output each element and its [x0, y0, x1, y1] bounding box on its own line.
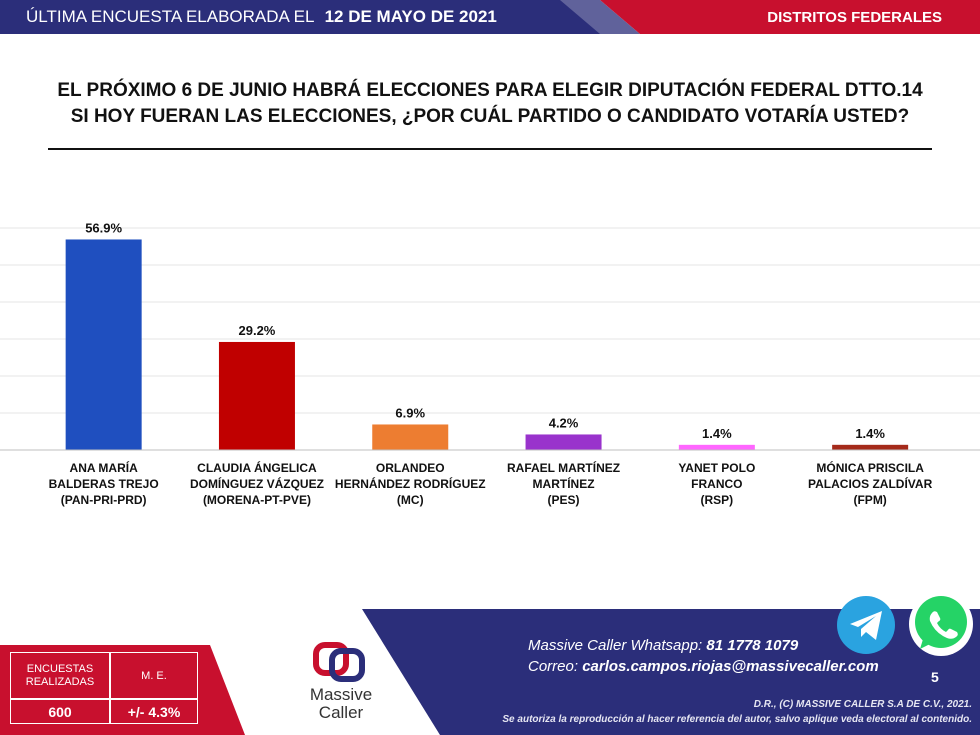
footer-background [0, 609, 980, 735]
logo-mark-icon [313, 642, 365, 682]
category-label-1-line-1: ANA MARÍA [70, 460, 139, 475]
category-label-5-line-3: (RSP) [701, 493, 734, 507]
category-label-3-line-1: ORLANDEO [376, 461, 445, 475]
header-bar: ÚLTIMA ENCUESTA ELABORADA EL 12 DE MAYO … [0, 0, 980, 34]
header-background [0, 0, 980, 34]
category-label-5-line-1: YANET POLO [678, 461, 755, 475]
survey-prefix: ÚLTIMA ENCUESTA ELABORADA EL [26, 7, 314, 26]
category-label-2-line-1: CLAUDIA ÁNGELICA [197, 460, 317, 475]
category-label-3-line-2: HERNÁNDEZ RODRÍGUEZ [335, 476, 486, 491]
category-label-4-line-1: RAFAEL MARTÍNEZ [507, 460, 620, 475]
section-name: DISTRITOS FEDERALES [767, 9, 942, 26]
chart-category-labels: ANA MARÍA BALDERAS TREJO (PAN-PRI-PRD) CLAU… [49, 460, 933, 507]
contact-info: Massive Caller Whatsapp: 81 1778 1079 Co… [528, 637, 879, 675]
bar-2 [218, 341, 295, 450]
category-label-2-line-3: (MORENA-PT-PVE) [203, 493, 311, 507]
bar-1 [65, 239, 142, 450]
footer: ENCUESTAS REALIZADAS M. E. 600 +/- 4.3% … [0, 592, 980, 735]
bar-6 [832, 444, 909, 450]
data-label-3: 6.9% [395, 405, 425, 420]
category-label-3-line-3: (MC) [397, 493, 424, 507]
email-line: Correo: carlos.campos.riojas@massivecall… [528, 658, 879, 675]
whatsapp-icon[interactable] [908, 591, 974, 657]
title-line-1: EL PRÓXIMO 6 DE JUNIO HABRÁ ELECCIONES P… [57, 80, 923, 101]
title-line-2: SI HOY FUERAN LAS ELECCIONES, ¿POR CUÁL … [70, 106, 910, 127]
logo-word-massive: Massive [309, 685, 373, 704]
survey-date: 12 DE MAYO DE 2021 [324, 7, 497, 26]
bar-3 [372, 424, 449, 450]
category-label-5-line-2: FRANCO [691, 477, 742, 491]
whatsapp-line: Massive Caller Whatsapp: 81 1778 1079 [528, 637, 879, 654]
chart-data-labels: 56.9% 29.2% 6.9% 4.2% 1.4% 1.4% [85, 220, 885, 440]
telegram-icon[interactable] [836, 595, 896, 655]
category-label-1-line-2: BALDERAS TREJO [49, 477, 159, 491]
vote-intention-bar-chart: 56.9% 29.2% 6.9% 4.2% 1.4% 1.4% ANA MARÍA BALD… [0, 220, 980, 507]
surveys-label: ENCUESTAS REALIZADAS [10, 652, 110, 699]
surveys-value: 600 [10, 699, 110, 724]
data-label-6: 1.4% [855, 426, 885, 441]
category-label-2-line-2: DOMÍNGUEZ VÁZQUEZ [190, 476, 324, 491]
margin-value: +/- 4.3% [110, 699, 198, 724]
category-label-6-line-3: (FPM) [853, 493, 886, 507]
page-number: 5 [931, 669, 939, 685]
bar-4 [525, 434, 602, 450]
data-label-4: 4.2% [549, 415, 579, 430]
page-title: EL PRÓXIMO 6 DE JUNIO HABRÁ ELECCIONES P… [0, 78, 980, 130]
survey-date-line: ÚLTIMA ENCUESTA ELABORADA EL 12 DE MAYO … [26, 7, 497, 27]
chart-bars [65, 239, 909, 450]
data-label-1: 56.9% [85, 220, 122, 235]
survey-stats-table: ENCUESTAS REALIZADAS M. E. 600 +/- 4.3% [10, 652, 198, 724]
data-label-2: 29.2% [239, 323, 276, 338]
margin-label: M. E. [110, 652, 198, 699]
copyright-notice: D.R., (C) MASSIVE CALLER S.A DE C.V., 20… [753, 699, 972, 710]
category-label-4-line-3: (PES) [548, 493, 580, 507]
category-label-4-line-2: MARTÍNEZ [533, 476, 595, 491]
whatsapp-label: Massive Caller Whatsapp: [528, 637, 703, 654]
data-label-5: 1.4% [702, 426, 732, 441]
logo-word-caller: Caller [318, 703, 364, 722]
email-label: Correo: [528, 658, 579, 675]
category-label-1-line-3: (PAN-PRI-PRD) [61, 493, 147, 507]
category-label-6-line-2: PALACIOS ZALDÍVAR [808, 476, 933, 491]
massive-caller-logo: Massive Caller [296, 637, 386, 732]
chart-gridlines [0, 227, 980, 414]
email-address[interactable]: carlos.campos.riojas@massivecaller.com [582, 658, 879, 675]
whatsapp-number[interactable]: 81 1778 1079 [706, 637, 799, 654]
category-label-6-line-1: MÓNICA PRISCILA [816, 460, 924, 475]
bar-5 [678, 444, 755, 450]
copyright-disclaimer: Se autoriza la reproducción al hacer ref… [502, 714, 972, 725]
title-divider [48, 148, 932, 150]
